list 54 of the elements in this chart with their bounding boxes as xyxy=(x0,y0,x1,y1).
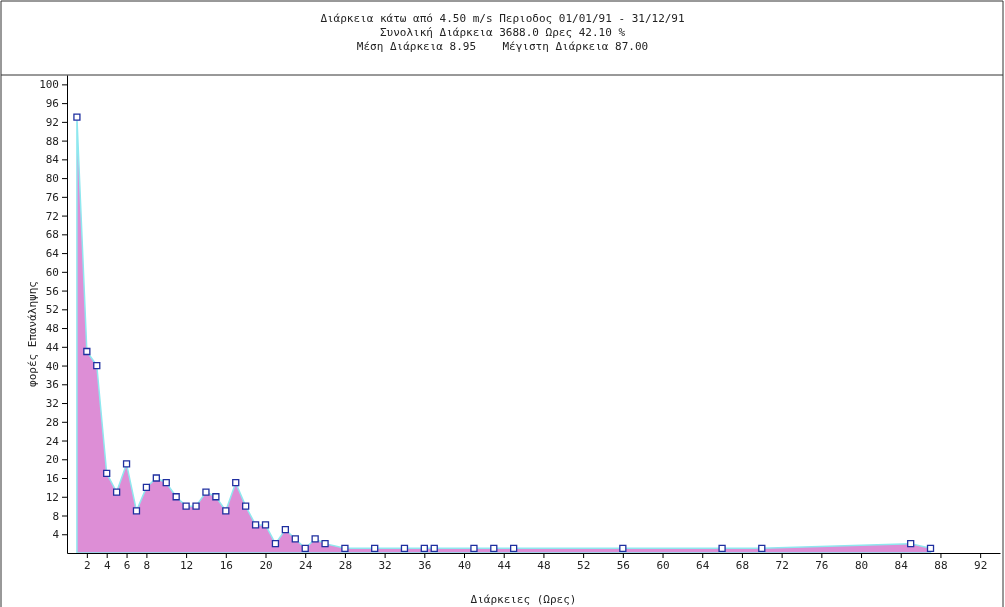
chart-subtitle: Συνολική Διάρκεια 3688.0 Ωρες 42.10 % Μέση Διάρκεια 8.95 Μέγιστη Διάρκεια 87.00 xyxy=(356,26,649,53)
y-tick-label: 20 xyxy=(45,453,59,467)
x-tick-label: 40 xyxy=(457,558,472,572)
y-tick-label: 44 xyxy=(45,340,60,354)
y-tick-label: 76 xyxy=(45,190,59,204)
x-axis-title: Διάρκειες (Ωρες) xyxy=(470,593,577,606)
chart-title: Διάρκεια κάτω από 4.50 m/s Περιοδος 01/01/91 - 31/12/91 xyxy=(320,12,685,25)
y-tick-label: 12 xyxy=(45,490,59,504)
y-axis-title: φορές Επανάληψης xyxy=(26,281,39,387)
y-tick-label: 36 xyxy=(45,378,59,392)
x-tick-label: 2 xyxy=(84,558,91,572)
x-tick-label: 88 xyxy=(934,558,948,572)
y-tick-label: 16 xyxy=(45,472,59,486)
y-tick-label: 32 xyxy=(45,397,59,411)
x-tick-label: 6 xyxy=(123,558,131,572)
x-tick-label: 8 xyxy=(143,558,151,572)
x-tick-label: 84 xyxy=(894,558,909,572)
y-tick-label: 56 xyxy=(45,284,59,298)
y-tick-label: 92 xyxy=(45,115,59,129)
x-tick-label: 68 xyxy=(735,558,750,572)
y-tick-label: 100 xyxy=(39,78,59,92)
y-tick-label: 88 xyxy=(45,134,59,148)
x-tick-label: 76 xyxy=(815,558,829,572)
y-tick-label: 24 xyxy=(45,434,60,448)
x-tick-label: 92 xyxy=(974,558,988,572)
x-tick-label: 48 xyxy=(537,558,551,572)
y-tick-label: 68 xyxy=(45,228,59,242)
x-tick-label: 64 xyxy=(696,558,710,572)
y-tick-label: 96 xyxy=(45,97,59,111)
y-tick-label: 52 xyxy=(45,303,59,317)
y-tick-label: 40 xyxy=(45,359,59,373)
x-tick-label: 24 xyxy=(299,558,313,572)
y-tick-label: 60 xyxy=(45,265,59,279)
x-tick-label: 36 xyxy=(418,558,432,572)
y-tick-label: 28 xyxy=(45,415,59,429)
x-tick-label: 16 xyxy=(219,558,233,572)
x-tick-label: 72 xyxy=(775,558,789,572)
x-tick-label: 12 xyxy=(179,558,194,572)
y-tick-label: 80 xyxy=(45,172,59,186)
x-tick-label: 80 xyxy=(854,558,869,572)
y-tick-label: 8 xyxy=(52,509,59,523)
y-tick-label: 4 xyxy=(52,528,60,542)
x-tick-label: 44 xyxy=(497,558,512,572)
y-tick-label: 48 xyxy=(45,322,59,336)
x-tick-label: 28 xyxy=(338,558,353,572)
x-tick-label: 52 xyxy=(577,558,591,572)
y-tick-label: 72 xyxy=(45,209,59,223)
x-tick-label: 60 xyxy=(656,558,670,572)
y-tick-label: 84 xyxy=(45,153,60,167)
y-tick-label: 64 xyxy=(45,247,60,261)
x-tick-label: 56 xyxy=(616,558,630,572)
x-tick-label: 20 xyxy=(259,558,273,572)
x-tick-label: 4 xyxy=(103,558,111,572)
x-tick-label: 32 xyxy=(378,558,392,572)
